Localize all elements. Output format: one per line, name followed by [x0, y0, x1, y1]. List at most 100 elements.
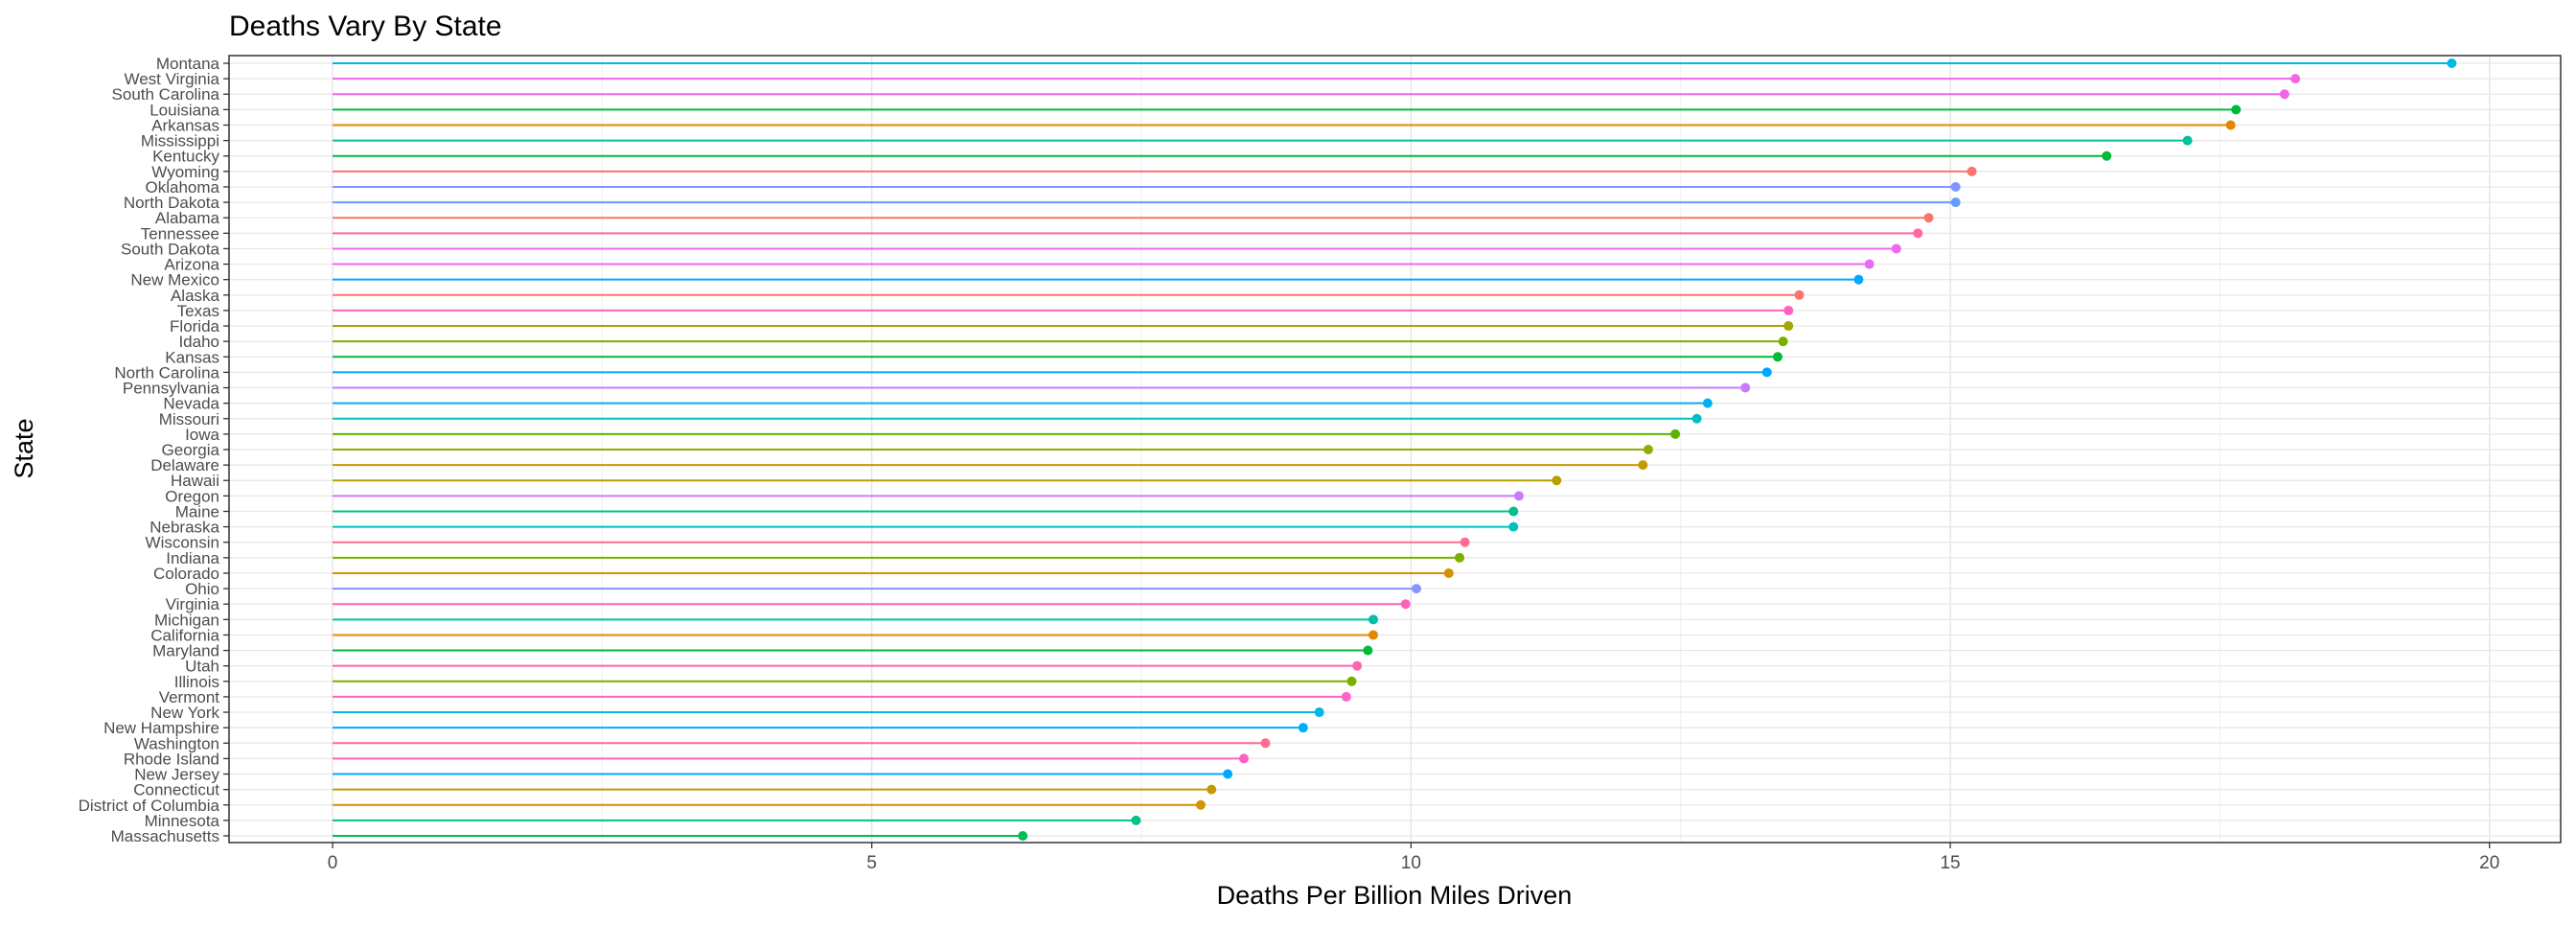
y-tick-label: Wisconsin: [146, 534, 219, 552]
y-tick-label: Indiana: [166, 549, 219, 567]
lollipop-point: [1346, 676, 1357, 686]
lollipop-point: [1412, 584, 1422, 594]
lollipop-point: [1508, 521, 1519, 532]
lollipop-point: [1966, 166, 1977, 176]
lollipop-point: [1207, 784, 1217, 795]
lollipop-point: [1778, 336, 1788, 347]
lollipop-point: [1352, 660, 1363, 671]
x-tick-label: 10: [1401, 853, 1421, 873]
y-tick-label: Texas: [177, 302, 219, 320]
y-tick-label: New York: [150, 704, 219, 722]
lollipop-point: [1508, 506, 1519, 517]
y-tick-label: Tennessee: [141, 224, 219, 243]
lollipop-point: [1794, 289, 1805, 300]
lollipop-point: [1853, 274, 1864, 285]
lollipop-point: [2447, 58, 2457, 68]
lollipop-point: [1018, 831, 1028, 841]
lollipop-point: [1643, 445, 1653, 454]
lollipop-point: [1368, 630, 1378, 640]
y-tick-label: Nevada: [163, 395, 219, 413]
y-tick-label: Maine: [175, 502, 219, 520]
lollipop-point: [2290, 74, 2301, 84]
y-tick-label: Delaware: [150, 456, 219, 474]
lollipop-point: [1260, 738, 1271, 749]
y-tick-label: Pennsylvania: [123, 380, 220, 398]
lollipop-point: [1298, 723, 1308, 733]
lollipop-point: [2231, 104, 2242, 115]
y-tick-label: New Jersey: [134, 766, 219, 784]
y-tick-label: North Carolina: [114, 363, 219, 382]
y-tick-label: Massachusetts: [111, 827, 219, 845]
y-tick-label: Louisiana: [150, 101, 219, 119]
y-tick-label: Vermont: [159, 688, 220, 706]
y-tick-label: Virginia: [166, 595, 220, 613]
y-tick-label: North Dakota: [124, 194, 220, 212]
lollipop-point: [1400, 599, 1411, 610]
y-tick-label: Oklahoma: [146, 178, 220, 197]
data-marks: [333, 58, 2457, 841]
lollipop-point: [1443, 567, 1454, 578]
y-tick-label: Mississippi: [141, 132, 219, 150]
y-tick-label: Kentucky: [152, 148, 219, 166]
y-axis-title: State: [10, 418, 38, 478]
y-tick-label: Rhode Island: [124, 750, 219, 768]
lollipop-point: [1783, 305, 1794, 315]
x-axis-ticks: 0 5 10 15 20: [328, 843, 2499, 873]
y-tick-label: District of Columbia: [79, 797, 220, 815]
y-tick-label: Washington: [134, 734, 219, 752]
lollipop-point: [1783, 321, 1794, 332]
x-tick-label: 5: [866, 853, 877, 873]
y-tick-label: Colorado: [153, 565, 219, 583]
lollipop-point: [1223, 769, 1233, 779]
y-tick-label: Minnesota: [145, 812, 220, 830]
lollipop-point: [1195, 799, 1206, 810]
y-tick-label: South Dakota: [121, 240, 220, 258]
lollipop-point: [1923, 213, 1934, 223]
y-tick-label: Michigan: [154, 611, 219, 629]
y-tick-label: Illinois: [174, 673, 219, 691]
y-tick-label: Florida: [170, 317, 220, 335]
lollipop-point: [1238, 753, 1249, 764]
x-tick-label: 15: [1940, 853, 1960, 873]
y-tick-label: Arkansas: [151, 116, 219, 134]
lollipop-point: [1691, 413, 1702, 424]
y-tick-label: Utah: [185, 658, 219, 676]
lollipop-point: [2102, 150, 2112, 161]
lollipop-point: [1891, 243, 1901, 254]
y-tick-label: Missouri: [159, 410, 219, 428]
lollipop-point: [1864, 259, 1874, 269]
lollipop-point: [2225, 120, 2236, 130]
y-tick-label: Connecticut: [133, 781, 219, 799]
y-tick-label: New Mexico: [130, 271, 219, 289]
lollipop-point: [2182, 135, 2193, 146]
lollipop-point: [1341, 691, 1351, 702]
y-tick-label: Alabama: [155, 209, 220, 227]
y-tick-label: Georgia: [162, 441, 220, 459]
y-tick-label: Idaho: [178, 333, 219, 351]
y-tick-label: Arizona: [164, 256, 219, 274]
lollipop-point: [1460, 537, 1470, 547]
x-tick-label: 20: [2479, 853, 2499, 873]
lollipop-point: [1455, 552, 1465, 563]
lollipop-point: [1950, 197, 1961, 208]
y-tick-label: Montana: [156, 55, 220, 73]
y-tick-label: West Virginia: [124, 70, 219, 88]
lollipop-point: [1368, 614, 1378, 625]
lollipop-point: [2279, 89, 2289, 100]
lollipop-point: [1772, 352, 1782, 362]
lollipop-point: [1761, 367, 1772, 378]
y-tick-label: Kansas: [165, 348, 219, 366]
lollipop-point: [1314, 707, 1324, 718]
y-tick-label: Oregon: [165, 487, 219, 505]
lollipop-point: [1950, 181, 1961, 192]
lollipop-point: [1552, 475, 1562, 486]
lollipop-point: [1913, 228, 1923, 239]
y-tick-label: New Hampshire: [104, 719, 219, 737]
y-tick-label: Maryland: [152, 642, 219, 660]
y-tick-label: South Carolina: [112, 85, 220, 104]
y-tick-label: Alaska: [171, 287, 220, 305]
lollipop-point: [1131, 815, 1141, 825]
